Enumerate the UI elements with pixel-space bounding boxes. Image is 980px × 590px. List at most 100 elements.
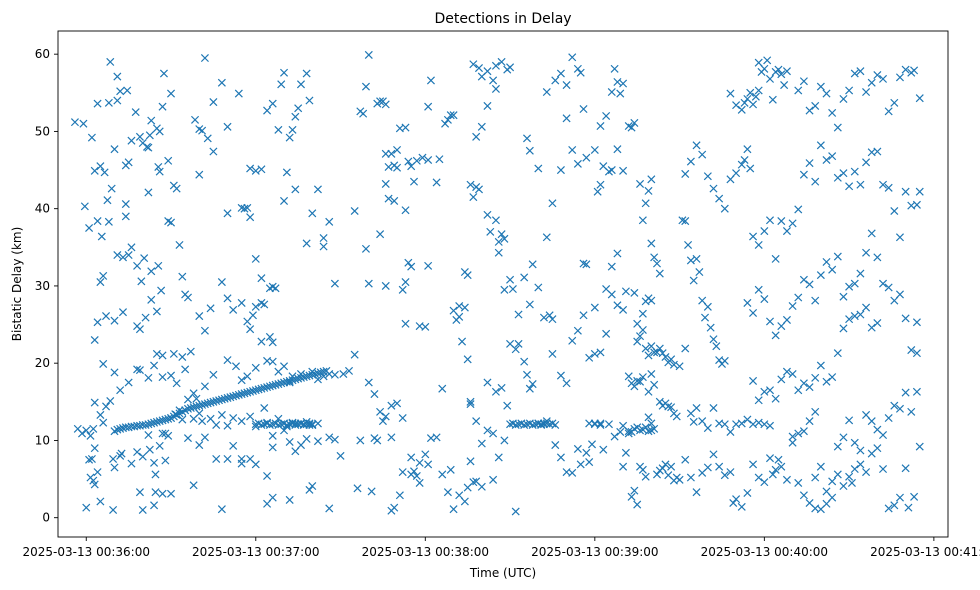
scatter-point (158, 373, 167, 382)
scatter-point (873, 147, 882, 156)
scatter-point (494, 248, 503, 257)
scatter-point (915, 187, 924, 196)
scatter-point (106, 57, 115, 66)
scatter-point (650, 348, 659, 357)
scatter-point (644, 387, 653, 396)
scatter-point (116, 451, 125, 460)
scatter-point (443, 115, 452, 124)
scatter-point (393, 145, 402, 154)
scatter-point (117, 449, 126, 458)
scatter-point (319, 242, 328, 251)
scatter-point (118, 253, 128, 262)
scatter-point (743, 488, 752, 497)
scatter-point (124, 158, 133, 167)
scatter-point (183, 434, 192, 443)
scatter-point (158, 489, 167, 498)
scatter-point (133, 447, 142, 457)
scatter-point (110, 463, 119, 472)
scatter-point (489, 475, 498, 484)
scatter-point (901, 187, 910, 196)
scatter-point (582, 448, 591, 457)
scatter-point (765, 421, 775, 430)
scatter-point (90, 444, 99, 453)
scatter-point (209, 370, 218, 379)
scatter-point (749, 376, 758, 385)
scatter-point (90, 166, 99, 175)
scatter-point (590, 303, 599, 312)
scatter-point (93, 99, 102, 108)
scatter-point (850, 464, 859, 474)
scatter-point (147, 267, 156, 276)
scatter-point (805, 280, 814, 289)
scatter-point (698, 150, 707, 159)
scatter-point (500, 285, 509, 294)
scatter-point (712, 342, 721, 351)
scatter-point (407, 470, 416, 479)
y-tick-label: 0 (42, 511, 50, 525)
scatter-point (856, 269, 865, 278)
scatter-point (288, 125, 297, 134)
scatter-point (760, 478, 769, 487)
scatter-point (709, 184, 718, 193)
scatter-point (703, 172, 712, 181)
scatter-point (506, 275, 515, 284)
scatter-point (667, 403, 676, 412)
scatter-point (449, 111, 458, 120)
scatter-point (381, 412, 390, 421)
scatter-point (845, 86, 854, 95)
scatter-point (511, 507, 520, 516)
x-tick-label: 2025-03-13 00:37:00 (192, 545, 319, 559)
scatter-point (508, 284, 517, 294)
scatter-point (415, 478, 424, 487)
scatter-point (658, 464, 667, 473)
scatter-point (833, 442, 842, 451)
scatter-point (361, 82, 370, 91)
scatter-point (294, 104, 303, 113)
scatter-point (542, 88, 551, 97)
scatter-point (845, 282, 854, 291)
scatter-point (811, 473, 820, 482)
scatter-point (155, 441, 164, 450)
scatter-point (469, 478, 478, 487)
scatter-point (915, 94, 924, 103)
scatter-point (884, 283, 893, 292)
scatter-point (650, 253, 659, 262)
scatter-point (87, 133, 96, 142)
scatter-point (627, 492, 636, 501)
scatter-point (729, 498, 738, 508)
scatter-point (460, 303, 469, 312)
scatter-point (633, 337, 642, 346)
scatter-point (381, 149, 390, 158)
scatter-point (200, 326, 209, 335)
scatter-point (268, 357, 277, 366)
scatter-point (99, 418, 108, 427)
scatter-point (280, 362, 289, 371)
scatter-point (638, 325, 647, 334)
scatter-point (579, 259, 588, 268)
scatter-point (161, 456, 170, 465)
scatter-point (489, 76, 498, 85)
scatter-point (123, 86, 132, 95)
scatter-point (630, 118, 639, 127)
scatter-point (325, 217, 334, 226)
scatter-point (582, 153, 591, 162)
scatter-point (833, 349, 842, 358)
scatter-point (912, 318, 921, 327)
scatter-point (845, 416, 854, 425)
scatter-point (483, 426, 492, 435)
scatter-point (376, 97, 385, 106)
scatter-point (477, 122, 486, 131)
scatter-point (145, 445, 154, 454)
scatter-point (223, 356, 232, 365)
scatter-point (522, 134, 532, 143)
scatter-point (175, 240, 184, 250)
scatter-point (353, 484, 362, 493)
scatter-point (777, 375, 786, 384)
scatter-point (97, 232, 106, 241)
scatter-point (782, 227, 791, 236)
scatter-point (251, 254, 260, 263)
scatter-point (585, 458, 594, 467)
scatter-point (613, 301, 622, 310)
scatter-point (862, 248, 871, 257)
scatter-point (596, 180, 605, 189)
